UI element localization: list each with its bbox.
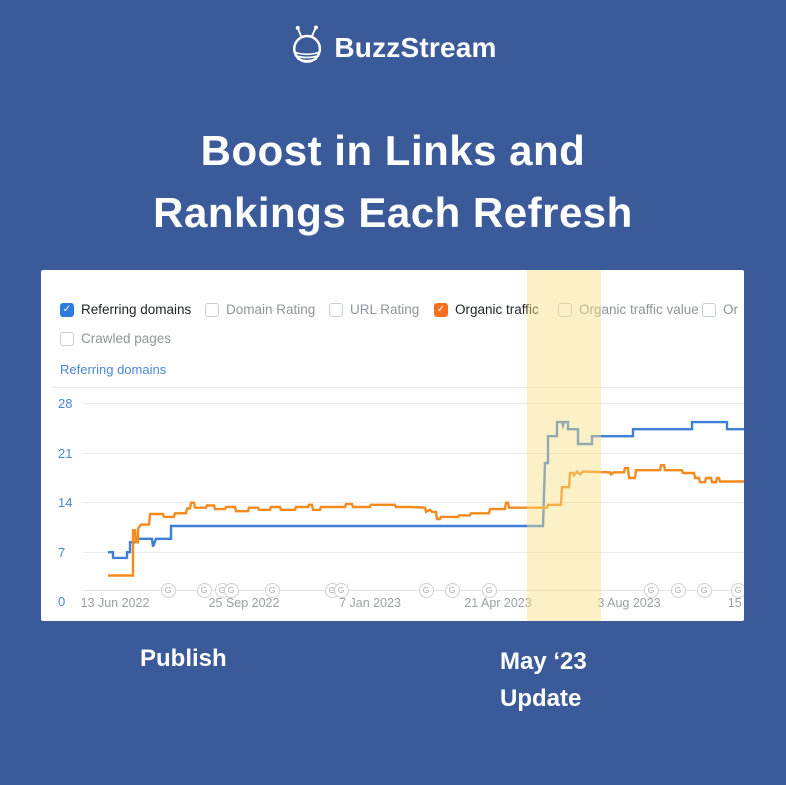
gridline <box>82 551 744 553</box>
domain-rating-checkbox[interactable]: Domain Rating <box>205 302 315 317</box>
organic-traffic-line <box>108 463 744 577</box>
x-axis-label: 3 Aug 2023 <box>597 596 661 610</box>
brand-logo: BuzzStream <box>0 24 786 71</box>
x-axis-label: 7 Jan 2023 <box>339 596 401 610</box>
x-axis-label: 25 Sep 2022 <box>208 596 280 610</box>
google-update-marker[interactable]: G <box>333 583 349 598</box>
checkbox-box: ✓ <box>60 302 74 317</box>
checkbox-label: Or <box>723 302 738 317</box>
google-update-marker[interactable]: G <box>196 583 212 598</box>
title-line-2: Rankings Each Refresh <box>153 189 633 236</box>
checkbox-label: Crawled pages <box>81 331 172 346</box>
checkbox-box <box>702 302 716 317</box>
checkbox-box <box>329 302 343 317</box>
crawled-pages-checkbox[interactable]: Crawled pages <box>60 331 171 346</box>
title-line-1: Boost in Links and <box>200 127 586 174</box>
update-label-line-2: Update <box>500 685 582 712</box>
referring-domains-line <box>108 420 744 560</box>
checkbox-box: ✓ <box>434 302 448 317</box>
bee-icon <box>289 24 327 71</box>
update-label: May ‘23 Update <box>500 643 587 717</box>
y-axis-label: 28 <box>58 396 73 411</box>
google-update-marker[interactable]: G <box>696 583 712 598</box>
y-axis-label: 0 <box>58 594 66 609</box>
checkbox-label: Organic traffic value <box>579 302 699 317</box>
checkbox-label: Domain Rating <box>226 302 316 317</box>
google-update-marker[interactable]: G <box>670 583 686 598</box>
checkbox-box <box>558 302 572 317</box>
organic-traffic-value-checkbox[interactable]: Organic traffic value <box>558 302 699 317</box>
google-update-marker[interactable]: G <box>444 583 460 598</box>
chart-panel: Performance Referring domains ✓ Referring… <box>41 270 744 621</box>
x-axis-line <box>82 590 744 591</box>
url-rating-checkbox[interactable]: URL Rating <box>329 302 419 317</box>
chart-title: Referring domains <box>60 362 167 377</box>
google-update-marker[interactable]: G <box>418 583 434 598</box>
gridline <box>82 403 744 404</box>
checkbox-box <box>205 302 219 317</box>
divider <box>52 387 744 388</box>
checkbox-label: Referring domains <box>81 302 192 317</box>
brand-name: BuzzStream <box>334 31 497 63</box>
referring-domains-checkbox[interactable]: ✓ Referring domains <box>60 302 191 317</box>
y-axis-label: 14 <box>58 495 73 510</box>
google-update-marker[interactable]: G <box>481 583 497 598</box>
google-update-marker[interactable]: G <box>264 583 280 598</box>
checkbox-label: Organic traffic <box>455 302 539 317</box>
x-axis-label: 13 Jun 2022 <box>80 596 150 610</box>
or-checkbox[interactable]: Or <box>702 302 738 317</box>
checkbox-box <box>60 331 74 346</box>
gridline <box>82 502 744 503</box>
x-axis-label: 21 Apr 2023 <box>464 596 532 610</box>
google-update-marker[interactable]: G <box>730 583 744 598</box>
publish-label: Publish <box>140 645 227 672</box>
y-axis-label: 21 <box>58 445 73 461</box>
chart-lines <box>108 420 744 577</box>
x-axis-label: 15 N <box>727 596 744 610</box>
performance-heading-clipped: Performance <box>60 270 146 274</box>
gridline <box>82 452 744 454</box>
y-axis-label: 7 <box>58 544 66 560</box>
google-update-marker[interactable]: G <box>223 583 239 598</box>
update-label-line-1: May ‘23 <box>500 648 587 675</box>
organic-traffic-checkbox[interactable]: ✓ Organic traffic <box>434 302 539 317</box>
checkbox-label: URL Rating <box>350 302 420 317</box>
google-update-marker[interactable]: G <box>643 583 659 598</box>
google-update-marker[interactable]: G <box>160 583 176 598</box>
